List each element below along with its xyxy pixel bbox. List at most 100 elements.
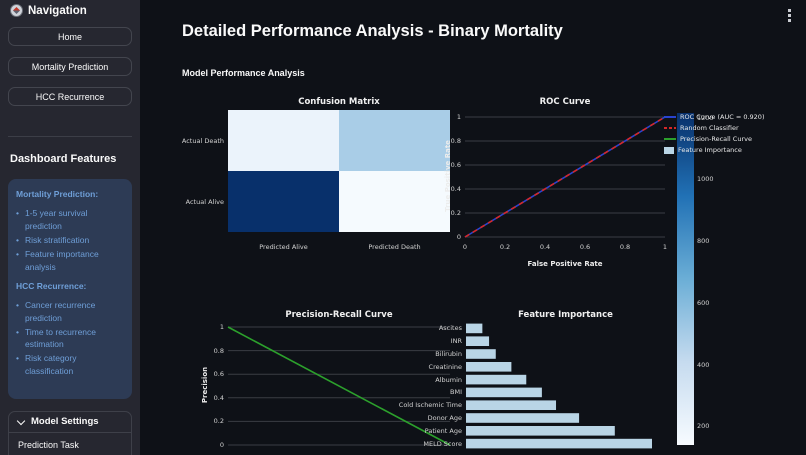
feature-importance-bar xyxy=(466,323,483,334)
feature-importance-bar xyxy=(466,400,557,410)
bar-category-label: Bilirubin xyxy=(435,350,462,358)
legend-entry: ROC Curve (AUC = 0.920) xyxy=(664,112,764,122)
info-section-heading: Mortality Prediction: xyxy=(16,189,99,199)
bar-category-label: INR xyxy=(450,337,462,346)
legend-label: Feature Importance xyxy=(678,146,742,154)
bar-category-label: Creatinine xyxy=(428,362,462,371)
colorbar-tick-label: 400 xyxy=(697,360,710,369)
feature-importance-bar xyxy=(466,426,615,436)
confusion-matrix-cell xyxy=(339,171,450,232)
confusion-matrix-title: Confusion Matrix xyxy=(298,97,380,107)
sidebar-button-mortality-prediction[interactable]: Mortality Prediction xyxy=(8,57,132,76)
legend-marker xyxy=(664,146,674,154)
axis-tick-label: 1 xyxy=(456,113,461,121)
axis-tick-label: 0.6 xyxy=(213,370,224,379)
feature-importance-bar xyxy=(466,349,496,359)
legend-marker xyxy=(664,116,676,118)
dashboard-features-heading: Dashboard Features xyxy=(10,153,117,165)
confusion-matrix-cell xyxy=(228,171,339,232)
axis-tick-label: 0 xyxy=(462,243,468,251)
confusion-matrix-heatmap xyxy=(228,110,450,232)
axis-tick-label: Actual Death xyxy=(181,136,224,145)
x-axis-label: False Positive Rate xyxy=(527,260,603,268)
axis-tick-label: 0.8 xyxy=(619,243,631,251)
prediction-task-label: Prediction Task xyxy=(18,440,79,450)
legend-label: ROC Curve (AUC = 0.920) xyxy=(680,113,765,121)
pr-curve-title: Precision-Recall Curve xyxy=(285,310,393,320)
sidebar: Navigation Home Mortality Prediction HCC… xyxy=(0,0,140,455)
sidebar-title: Navigation xyxy=(28,4,87,17)
model-settings-expander: Model Settings Prediction Task xyxy=(8,411,132,455)
bar-category-label: Patient Age xyxy=(424,426,462,435)
confusion-matrix-cell xyxy=(228,110,339,171)
sidebar-button-hcc-recurrence[interactable]: HCC Recurrence xyxy=(8,87,132,106)
axis-tick-label: 0 xyxy=(456,233,461,241)
colorbar xyxy=(677,113,694,445)
list-item: • Risk category classification xyxy=(16,353,77,376)
bar-category-label: BMI xyxy=(450,388,462,397)
axis-tick-label: 0.4 xyxy=(450,185,461,193)
axis-tick-label: 0.2 xyxy=(499,243,511,251)
roc-curve-plot xyxy=(464,116,666,238)
feature-importance-bar xyxy=(466,387,542,398)
feature-importance-plot xyxy=(466,323,652,449)
features-info-box: Mortality Prediction: • 1-5 year survival… xyxy=(8,179,132,399)
roc-curve-title: ROC Curve xyxy=(539,97,591,107)
precision-recall-plot xyxy=(227,326,451,446)
axis-tick-label: 0.6 xyxy=(579,243,591,251)
info-section-heading: HCC Recurrence: xyxy=(16,280,87,291)
axis-tick-label: 1 xyxy=(662,243,668,251)
bar-category-label: MELD Score xyxy=(423,439,462,448)
axis-tick-label: 1 xyxy=(219,323,224,331)
model-settings-expander-header[interactable]: Model Settings xyxy=(9,412,131,433)
legend-label: Random Classifier xyxy=(680,124,739,132)
axis-tick-label: 0.6 xyxy=(450,161,461,169)
axis-tick-label: 0.4 xyxy=(213,393,224,402)
colorbar-tick-label: 200 xyxy=(697,422,710,431)
feature-importance-bar xyxy=(466,362,512,372)
confusion-matrix-cell xyxy=(339,110,450,171)
sidebar-divider xyxy=(8,136,132,137)
axis-tick-label: Predicted Death xyxy=(368,243,421,251)
legend-label: Precision-Recall Curve xyxy=(680,135,752,143)
y-axis-label: True Positive Rate xyxy=(444,140,452,212)
chevron-down-icon xyxy=(16,416,26,425)
list-item: • Time to recurrence estimation xyxy=(16,326,96,350)
colorbar-tick-label: 1200 xyxy=(697,113,714,122)
sidebar-button-home[interactable]: Home xyxy=(8,27,132,46)
colorbar-tick-label: 1000 xyxy=(697,175,714,184)
axis-tick-label: Predicted Alive xyxy=(259,243,308,251)
bar-category-label: Donor Age xyxy=(427,414,462,422)
expander-label: Model Settings xyxy=(31,416,99,427)
list-item: • 1-5 year survival prediction xyxy=(16,208,88,231)
legend-entry: Precision-Recall Curve xyxy=(664,134,752,144)
list-item: • Cancer recurrence prediction xyxy=(16,300,96,323)
page-title: Detailed Performance Analysis - Binary M… xyxy=(182,22,563,40)
legend-entry: Random Classifier xyxy=(664,123,739,133)
legend-marker xyxy=(664,127,676,129)
axis-tick-label: 0.2 xyxy=(450,209,461,217)
bar-category-label: Albumin xyxy=(435,375,462,384)
bar-category-label: Cold Ischemic Time xyxy=(398,401,462,410)
feature-importance-bar xyxy=(466,413,580,423)
axis-tick-label: 0 xyxy=(219,441,224,449)
sidebar-nav-header: Navigation xyxy=(10,4,87,17)
axis-tick-label: 0.4 xyxy=(539,243,551,251)
legend-entry: Feature Importance xyxy=(664,145,742,155)
list-item: • Risk stratification xyxy=(16,234,90,245)
list-item: • Feature importance analysis xyxy=(16,249,99,272)
app-menu-icon[interactable] xyxy=(784,9,794,25)
feature-importance-title: Feature Importance xyxy=(518,310,613,320)
y-axis-label: Precision xyxy=(201,366,209,404)
axis-tick-label: Actual Alive xyxy=(185,197,224,206)
axis-tick-label: 0.8 xyxy=(450,137,461,145)
feature-importance-bar xyxy=(466,374,527,385)
axis-tick-label: 0.2 xyxy=(213,417,224,426)
legend-marker xyxy=(664,138,676,140)
section-heading: Model Performance Analysis xyxy=(182,68,305,78)
bar-category-label: Ascites xyxy=(438,324,462,333)
colorbar-tick-label: 800 xyxy=(697,237,710,246)
axis-tick-label: 0.8 xyxy=(213,346,224,355)
feature-importance-bar xyxy=(466,336,490,346)
